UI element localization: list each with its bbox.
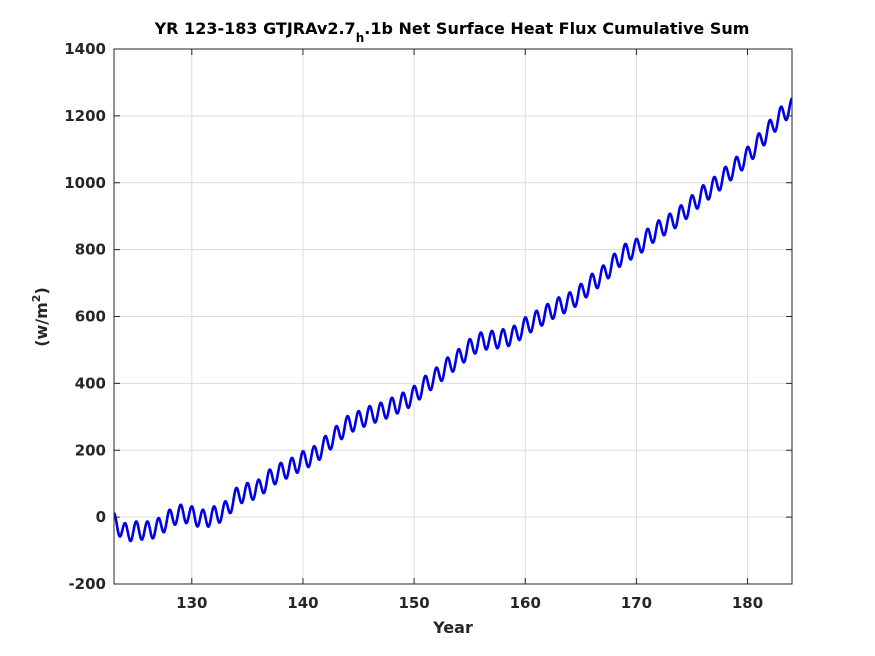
y-tick-label: 1000 xyxy=(64,174,106,192)
x-tick-label: 180 xyxy=(732,594,763,612)
y-tick-label: 200 xyxy=(75,441,106,459)
y-tick-label: 800 xyxy=(75,241,106,259)
x-tick-label: 170 xyxy=(621,594,652,612)
y-tick-label: 400 xyxy=(75,374,106,392)
y-axis-label: (w/m2) xyxy=(30,287,51,347)
chart-title: YR 123-183 GTJRAv2.7h.1b Net Surface Hea… xyxy=(154,19,750,45)
y-tick-label: 600 xyxy=(75,308,106,326)
y-tick-label: 1200 xyxy=(64,107,106,125)
x-tick-label: 140 xyxy=(287,594,318,612)
series-line xyxy=(114,97,792,543)
y-tick-label: 1400 xyxy=(64,40,106,58)
ticks: 130 140 150 160 170 180 -200 0 200 400 600 800 1000 1… xyxy=(64,40,792,612)
x-tick-label: 130 xyxy=(176,594,207,612)
y-tick-label: 0 xyxy=(96,508,106,526)
y-tick-label: -200 xyxy=(68,575,106,593)
x-tick-label: 150 xyxy=(398,594,429,612)
x-axis-label: Year xyxy=(432,618,473,637)
x-tick-label: 160 xyxy=(510,594,541,612)
